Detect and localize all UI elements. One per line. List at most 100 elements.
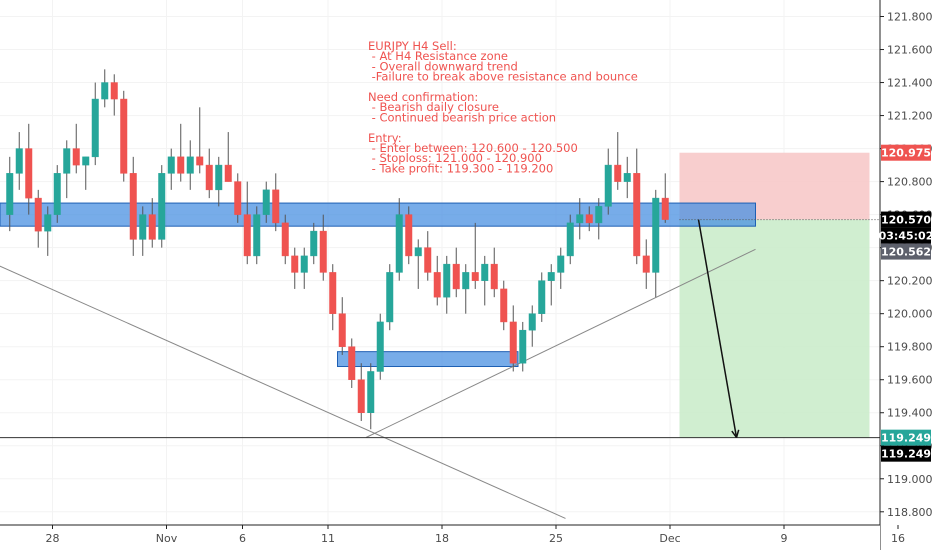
- time-tick-label: 28: [46, 532, 60, 545]
- stop-loss-tag[interactable]: 120.975: [881, 144, 931, 161]
- candle-body: [424, 247, 432, 273]
- candle[interactable]: [633, 148, 641, 265]
- candle[interactable]: [139, 206, 147, 256]
- candle[interactable]: [15, 132, 23, 190]
- candle[interactable]: [405, 206, 413, 265]
- candle[interactable]: [357, 363, 365, 421]
- candle[interactable]: [129, 156, 137, 256]
- price-axis[interactable]: 118.800119.000119.200119.400119.600119.8…: [879, 0, 932, 550]
- horizontal-line-tag[interactable]: 119.249: [881, 445, 931, 462]
- candle[interactable]: [158, 165, 166, 248]
- countdown-tag[interactable]: 03:45:02: [879, 227, 932, 244]
- candle-body: [604, 164, 612, 207]
- candle[interactable]: [262, 181, 270, 223]
- candle[interactable]: [148, 198, 156, 248]
- take-profit-tag[interactable]: 119.249: [881, 429, 931, 446]
- take-profit-tag-bg: [881, 429, 931, 446]
- candle[interactable]: [538, 272, 546, 322]
- candle[interactable]: [490, 247, 498, 298]
- candle[interactable]: [519, 321, 527, 372]
- candle[interactable]: [110, 74, 118, 116]
- candle[interactable]: [433, 255, 441, 306]
- candle[interactable]: [443, 255, 451, 314]
- candle[interactable]: [329, 264, 337, 331]
- trend-line[interactable]: [0, 264, 566, 519]
- candle[interactable]: [566, 214, 574, 265]
- candle[interactable]: [6, 156, 14, 232]
- candle[interactable]: [253, 206, 261, 265]
- candle-body: [6, 173, 14, 215]
- candle[interactable]: [319, 214, 327, 281]
- candle[interactable]: [196, 107, 204, 174]
- candle[interactable]: [652, 189, 660, 298]
- take-profit-zone[interactable]: [679, 219, 870, 438]
- candle[interactable]: [272, 173, 280, 232]
- candle[interactable]: [25, 123, 33, 215]
- candle[interactable]: [34, 189, 42, 248]
- candle-body: [139, 214, 147, 240]
- candle[interactable]: [82, 156, 90, 190]
- candle[interactable]: [614, 132, 622, 190]
- candle-body: [481, 263, 489, 281]
- candle[interactable]: [338, 297, 346, 355]
- candle[interactable]: [177, 123, 185, 182]
- arrow-head-icon: [731, 429, 740, 438]
- candle[interactable]: [72, 123, 80, 174]
- candle[interactable]: [500, 280, 508, 331]
- candle[interactable]: [623, 156, 631, 199]
- candle[interactable]: [44, 206, 52, 256]
- candle[interactable]: [595, 198, 603, 240]
- bid-price-tag-label: 120.562: [881, 246, 931, 259]
- horizontal-line-tag-bg: [881, 445, 931, 462]
- candle[interactable]: [291, 247, 299, 289]
- candle[interactable]: [281, 214, 289, 265]
- candle[interactable]: [462, 264, 470, 314]
- candle[interactable]: [63, 140, 71, 199]
- candle[interactable]: [243, 181, 251, 265]
- candle[interactable]: [481, 255, 489, 306]
- candle[interactable]: [224, 132, 232, 182]
- candle-body: [82, 156, 90, 166]
- annotation-block[interactable]: EURJPY H4 Sell: - At H4 Resistance zone …: [368, 39, 638, 175]
- zones-layer: [0, 152, 870, 438]
- candle[interactable]: [509, 305, 517, 372]
- resistance-zone[interactable]: [0, 202, 756, 227]
- candle[interactable]: [367, 363, 375, 430]
- candle[interactable]: [310, 222, 318, 265]
- candle[interactable]: [300, 247, 308, 289]
- candle[interactable]: [661, 173, 669, 223]
- candle[interactable]: [53, 165, 61, 223]
- candle[interactable]: [576, 198, 584, 240]
- candle[interactable]: [215, 156, 223, 207]
- candle[interactable]: [186, 140, 194, 190]
- candle[interactable]: [424, 231, 432, 281]
- candle[interactable]: [604, 148, 612, 215]
- candle[interactable]: [376, 313, 384, 380]
- candle[interactable]: [585, 206, 593, 232]
- candle[interactable]: [557, 247, 565, 289]
- candle-body: [538, 280, 546, 314]
- time-axis[interactable]: 28 Nov 6 11 18 25 Dec 9 16: [0, 524, 905, 550]
- candle[interactable]: [386, 264, 394, 331]
- candle[interactable]: [471, 222, 479, 289]
- candle[interactable]: [120, 90, 128, 182]
- support-zone[interactable]: [337, 351, 519, 368]
- candle[interactable]: [205, 148, 213, 199]
- candle[interactable]: [528, 305, 536, 347]
- current-price-tag[interactable]: 120.570: [881, 211, 931, 228]
- candle[interactable]: [452, 247, 460, 298]
- candle[interactable]: [91, 82, 99, 166]
- candle-body: [310, 230, 318, 257]
- candle[interactable]: [642, 239, 650, 289]
- bid-price-tag[interactable]: 120.562: [881, 243, 931, 260]
- candle[interactable]: [167, 148, 175, 190]
- candle[interactable]: [101, 69, 109, 108]
- trend-line[interactable]: [365, 248, 756, 438]
- candle[interactable]: [547, 264, 555, 306]
- candle[interactable]: [395, 198, 403, 281]
- candle[interactable]: [234, 173, 242, 223]
- candle[interactable]: [348, 338, 356, 388]
- candle[interactable]: [414, 239, 422, 289]
- direction-arrow[interactable]: [697, 219, 738, 438]
